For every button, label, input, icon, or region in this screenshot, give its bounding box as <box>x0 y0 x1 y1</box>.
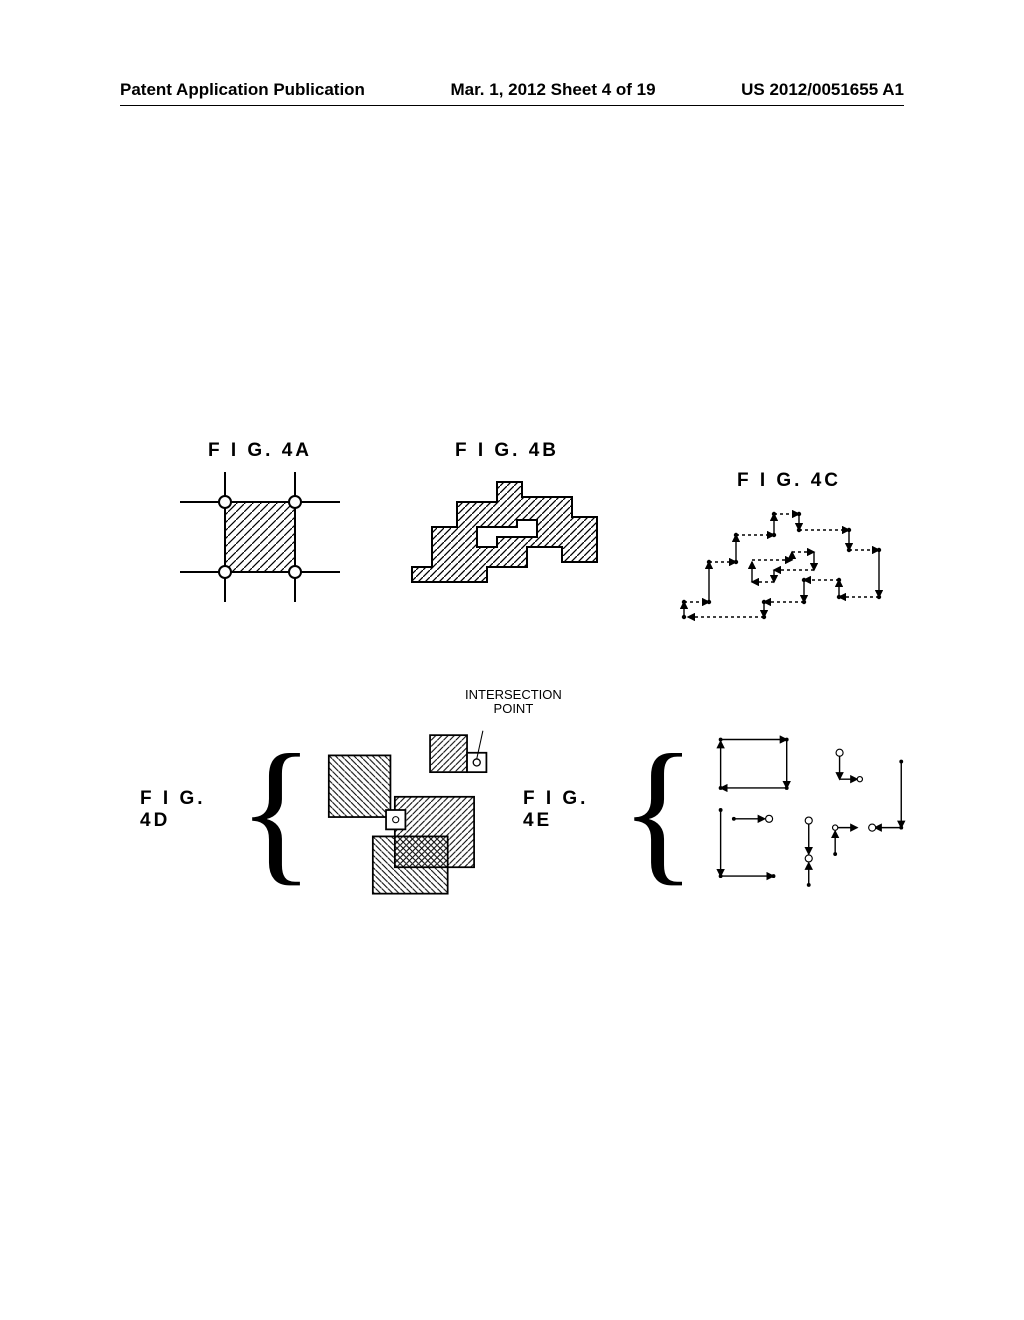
figure-4e-title: F I G. 4E <box>523 788 614 832</box>
figure-4c-title: F I G. 4C <box>737 470 841 492</box>
figure-row-1: F I G. 4A F I G. 4B <box>180 440 904 632</box>
figure-4b-svg <box>402 472 612 602</box>
header-center: Mar. 1, 2012 Sheet 4 of 19 <box>451 80 656 100</box>
figure-4d-svg <box>320 710 523 910</box>
figure-4d: F I G. 4D { <box>140 710 523 910</box>
figure-4a: F I G. 4A <box>180 440 340 632</box>
figure-4e: F I G. 4E { <box>523 710 914 910</box>
header-right: US 2012/0051655 A1 <box>741 80 904 100</box>
figure-4a-title: F I G. 4A <box>208 440 312 462</box>
figure-4c: F I G. 4C <box>674 470 904 632</box>
figure-4c-svg <box>674 502 904 632</box>
figure-4b-title: F I G. 4B <box>455 440 559 462</box>
figure-4a-svg <box>180 472 340 602</box>
figure-row-2: F I G. 4D { <box>140 710 914 910</box>
header-left: Patent Application Publication <box>120 80 365 100</box>
header-divider <box>120 105 904 106</box>
figure-4e-svg <box>703 710 914 910</box>
figure-4d-title: F I G. 4D <box>140 788 232 832</box>
brace-left-icon: { <box>238 754 315 866</box>
brace-right-icon: { <box>620 754 697 866</box>
page-header: Patent Application Publication Mar. 1, 2… <box>0 80 1024 100</box>
figure-4b: F I G. 4B <box>402 440 612 632</box>
